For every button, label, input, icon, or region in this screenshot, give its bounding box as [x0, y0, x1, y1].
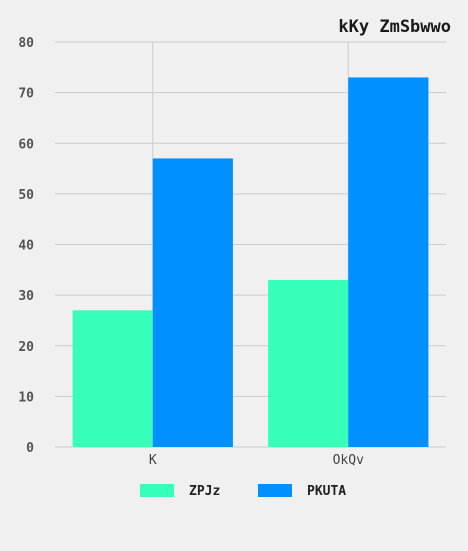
legend: ZPJz PKUTA: [140, 484, 346, 499]
y-tick-label: 40: [18, 239, 34, 254]
y-tick-label: 50: [18, 188, 34, 203]
y-tick-label: 0: [26, 441, 34, 456]
x-axis: K OkQv: [149, 453, 364, 468]
bars: [72, 77, 429, 447]
chart-title: kKy ZmSbwwo: [338, 17, 451, 37]
x-tick-label: OkQv: [333, 453, 364, 468]
legend-swatch-zpjz: [140, 484, 174, 497]
legend-label: PKUTA: [307, 484, 346, 499]
legend-swatch-pkuta: [258, 484, 292, 497]
y-tick-label: 60: [18, 137, 34, 152]
bar-pkuta-k: [152, 158, 233, 447]
y-tick-label: 80: [18, 36, 34, 51]
bar-zpjz-k: [72, 310, 153, 447]
y-axis: 0 10 20 30 40 50 60 70 80: [18, 36, 34, 456]
legend-label: ZPJz: [189, 484, 220, 499]
bar-zpjz-okqv: [268, 279, 349, 447]
y-tick-label: 20: [18, 340, 34, 355]
bar-pkuta-okqv: [348, 77, 429, 447]
x-tick-label: K: [149, 453, 157, 468]
y-tick-label: 70: [18, 87, 34, 102]
y-tick-label: 10: [18, 390, 34, 405]
y-tick-label: 30: [18, 289, 34, 304]
